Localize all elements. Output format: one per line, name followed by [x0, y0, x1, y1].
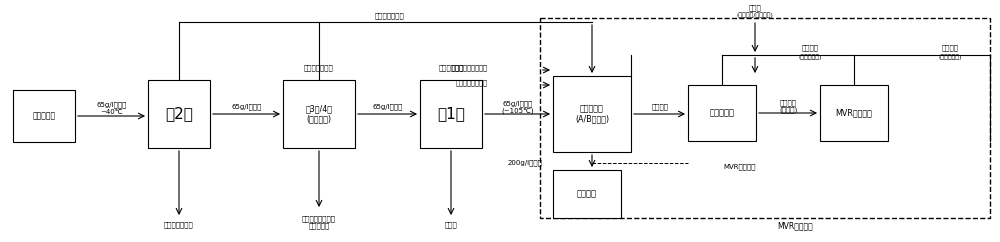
- Text: 新蒸汽: 新蒸汽: [749, 5, 761, 11]
- Bar: [820, 85, 888, 141]
- Text: 二次蒸汽: 二次蒸汽: [942, 45, 958, 51]
- Text: 板式蒸发器
(A/B室切换): 板式蒸发器 (A/B室切换): [575, 104, 609, 124]
- Text: 原1效: 原1效: [437, 106, 465, 121]
- Text: 65g/l硫化钠
~40℃: 65g/l硫化钠 ~40℃: [97, 101, 127, 115]
- Text: MVR蒸发系统: MVR蒸发系统: [724, 164, 756, 170]
- Text: 二次蒸汽凝液罐: 二次蒸汽凝液罐: [164, 222, 194, 228]
- Text: 减温水（去调饱和）: 减温水（去调饱和）: [452, 65, 488, 71]
- Bar: [540, 18, 990, 218]
- Bar: [148, 80, 210, 148]
- Bar: [553, 76, 631, 152]
- Bar: [688, 85, 756, 141]
- Text: 二次蒸汽凝液液: 二次蒸汽凝液液: [375, 13, 405, 19]
- Bar: [553, 170, 621, 218]
- Text: 加热蒸汽（饱和）: 加热蒸汽（饱和）: [456, 80, 488, 86]
- Text: 65g/l硫化钠: 65g/l硫化钠: [373, 104, 403, 110]
- Text: 65g/l硫化钠
(~105℃): 65g/l硫化钠 (~105℃): [502, 100, 534, 114]
- Text: (开机使用/补充蒸汽): (开机使用/补充蒸汽): [737, 12, 773, 18]
- Text: MVR离心风机: MVR离心风机: [836, 108, 872, 118]
- Text: 新蒸汽凝液罐: 新蒸汽凝液罐: [438, 65, 464, 71]
- Text: (升温生压后): (升温生压后): [798, 54, 822, 60]
- Bar: [13, 90, 75, 142]
- Text: 200g/l硫酸钠: 200g/l硫酸钠: [507, 160, 542, 166]
- Text: (升温生压后): (升温生压后): [938, 54, 962, 60]
- Text: 进料平衡罐: 进料平衡罐: [32, 112, 56, 121]
- Text: 二次蒸汽
(高品质): 二次蒸汽 (高品质): [779, 99, 797, 113]
- Text: 新蒸汽: 新蒸汽: [445, 222, 457, 228]
- Text: 二次蒸汽: 二次蒸汽: [802, 45, 818, 51]
- Text: 单效蒸发器二次汽
（装置外）: 单效蒸发器二次汽 （装置外）: [302, 215, 336, 229]
- Text: MVR蒸发系统: MVR蒸发系统: [777, 221, 813, 230]
- Text: 汽液分离器: 汽液分离器: [710, 108, 734, 118]
- Text: 65g/l硫化钠: 65g/l硫化钠: [232, 104, 262, 110]
- Text: 原3效/4效
(并联切换): 原3效/4效 (并联切换): [306, 104, 332, 124]
- Text: 二次蒸汽凝液罐: 二次蒸汽凝液罐: [304, 65, 334, 71]
- Text: 原2效: 原2效: [165, 106, 193, 121]
- Bar: [420, 80, 482, 148]
- Text: 浓缩液罐: 浓缩液罐: [577, 189, 597, 198]
- Bar: [283, 80, 355, 148]
- Text: 二次蒸汽: 二次蒸汽: [652, 104, 668, 110]
